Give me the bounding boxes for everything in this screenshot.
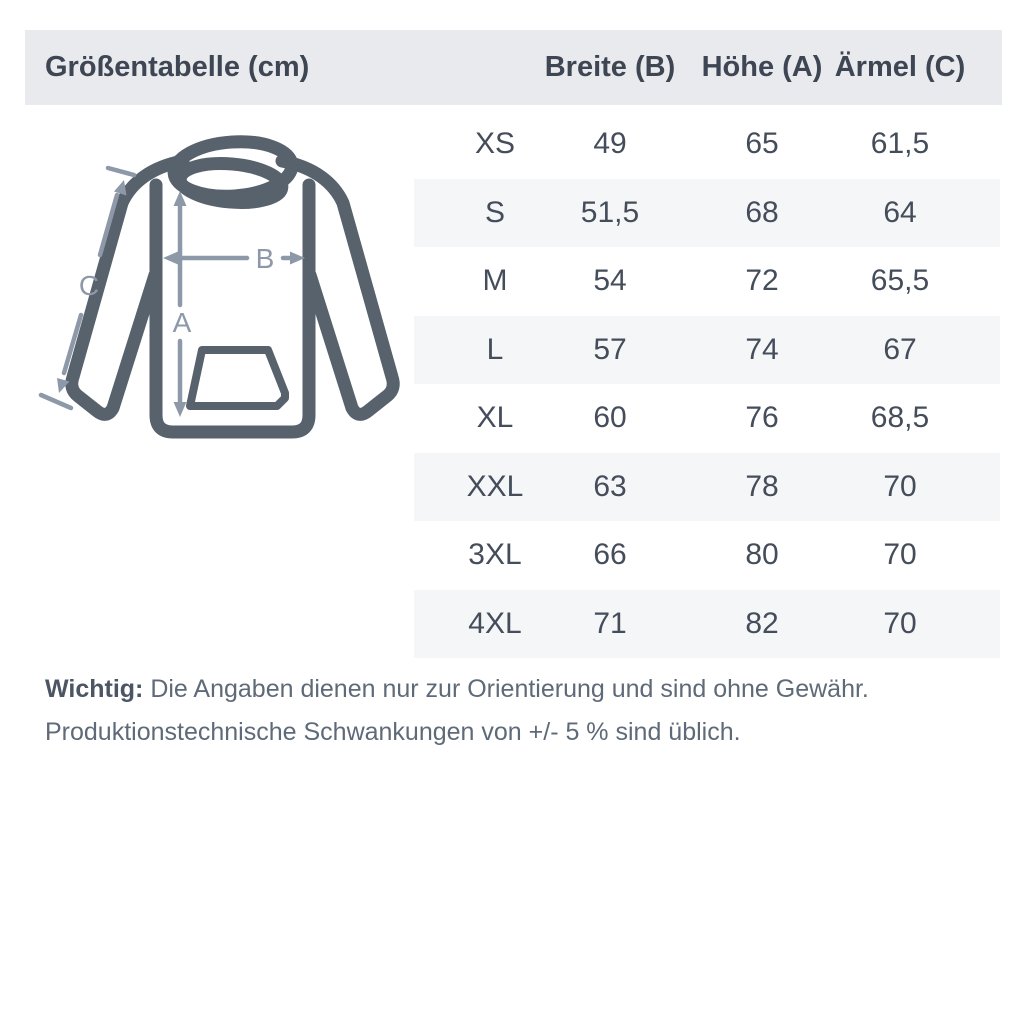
hoodie-left-sleeve	[65, 154, 190, 421]
cell-aermel: 70	[883, 469, 917, 503]
cell-size: XL	[476, 401, 514, 435]
disclaimer-text-1: Die Angaben dienen nur zur Orientierung …	[150, 675, 869, 703]
table-row-3xl: 3XL 66 80 70	[0, 521, 1024, 590]
measure-label-a: A	[173, 307, 192, 338]
cell-breite: 57	[593, 332, 627, 366]
hoodie-body	[149, 178, 316, 439]
arrowhead-a-bottom	[173, 402, 187, 417]
arrowhead-c-top	[114, 180, 127, 196]
measure-tick-c-top	[105, 165, 137, 178]
arrowhead-c-bottom	[57, 378, 70, 393]
cell-breite: 66	[593, 538, 627, 572]
table-row-m: M 54 72 65,5	[0, 247, 1024, 316]
disclaimer-note: Wichtig: Die Angaben dienen nur zur Orie…	[45, 668, 975, 754]
table-row-4xl: 4XL 71 82 70	[0, 589, 1024, 659]
measure-arrow-c	[61, 192, 120, 376]
hoodie-right-sleeve	[275, 154, 400, 421]
cell-breite: 60	[593, 401, 627, 435]
size-table-body: XS 49 65 61,5 S 51,5 68 64 M 54 72 65,5 L 57 74 67 XL 60 7…	[0, 110, 1024, 658]
hoodie-pocket	[186, 346, 289, 410]
measure-label-c: C	[79, 270, 99, 301]
table-row-xl: XL 60 76 68,5	[0, 384, 1024, 453]
cell-aermel: 70	[883, 538, 917, 572]
column-header-breite: Breite (B)	[544, 51, 676, 83]
cell-hoehe: 76	[745, 401, 779, 435]
cell-hoehe: 80	[745, 538, 779, 572]
cell-hoehe: 82	[745, 606, 779, 640]
cell-breite: 54	[593, 264, 627, 298]
disclaimer-line-2: Produktionstechnische Schwankungen von +…	[45, 718, 741, 746]
hoodie-hood-opening	[173, 157, 289, 209]
cell-aermel: 68,5	[870, 401, 930, 435]
table-row-xs: XS 49 65 61,5	[0, 110, 1024, 179]
cell-breite: 71	[593, 606, 627, 640]
cell-breite: 49	[593, 127, 627, 161]
cell-aermel: 64	[883, 195, 917, 229]
cell-size: M	[482, 264, 508, 298]
table-row-l: L 57 74 67	[0, 315, 1024, 385]
cell-hoehe: 68	[745, 195, 779, 229]
measure-label-b: B	[256, 243, 275, 274]
cell-size: 4XL	[468, 606, 522, 640]
cell-hoehe: 72	[745, 264, 779, 298]
cell-hoehe: 78	[745, 469, 779, 503]
cell-aermel: 67	[883, 332, 917, 366]
table-row-s: S 51,5 68 64	[0, 178, 1024, 248]
arrowhead-b-right	[290, 251, 305, 265]
arrowhead-b-left	[163, 251, 178, 265]
measure-tick-c-bottom	[38, 392, 74, 411]
column-header-hoehe: Höhe (A)	[701, 51, 823, 83]
cell-aermel: 61,5	[870, 127, 930, 161]
cell-breite: 51,5	[580, 195, 640, 229]
table-row-xxl: XXL 63 78 70	[0, 452, 1024, 522]
disclaimer-line-1: Wichtig: Die Angaben dienen nur zur Orie…	[45, 668, 975, 711]
page-title: Größentabelle (cm)	[45, 51, 310, 83]
arrowhead-a-top	[173, 191, 187, 206]
cell-aermel: 70	[883, 606, 917, 640]
column-header-aermel: Ärmel (C)	[834, 51, 966, 83]
table-header-bar: Größentabelle (cm) Breite (B) Höhe (A) Ä…	[25, 30, 1002, 105]
cell-size: XS	[474, 127, 516, 161]
cell-size: S	[484, 195, 505, 229]
cell-size: XXL	[466, 469, 524, 503]
cell-aermel: 65,5	[870, 264, 930, 298]
hoodie-diagram-icon: A B C	[38, 135, 400, 439]
cell-hoehe: 74	[745, 332, 779, 366]
cell-size: 3XL	[468, 538, 522, 572]
cell-size: L	[486, 332, 504, 366]
disclaimer-bold: Wichtig:	[45, 675, 144, 703]
cell-hoehe: 65	[745, 127, 779, 161]
cell-breite: 63	[593, 469, 627, 503]
